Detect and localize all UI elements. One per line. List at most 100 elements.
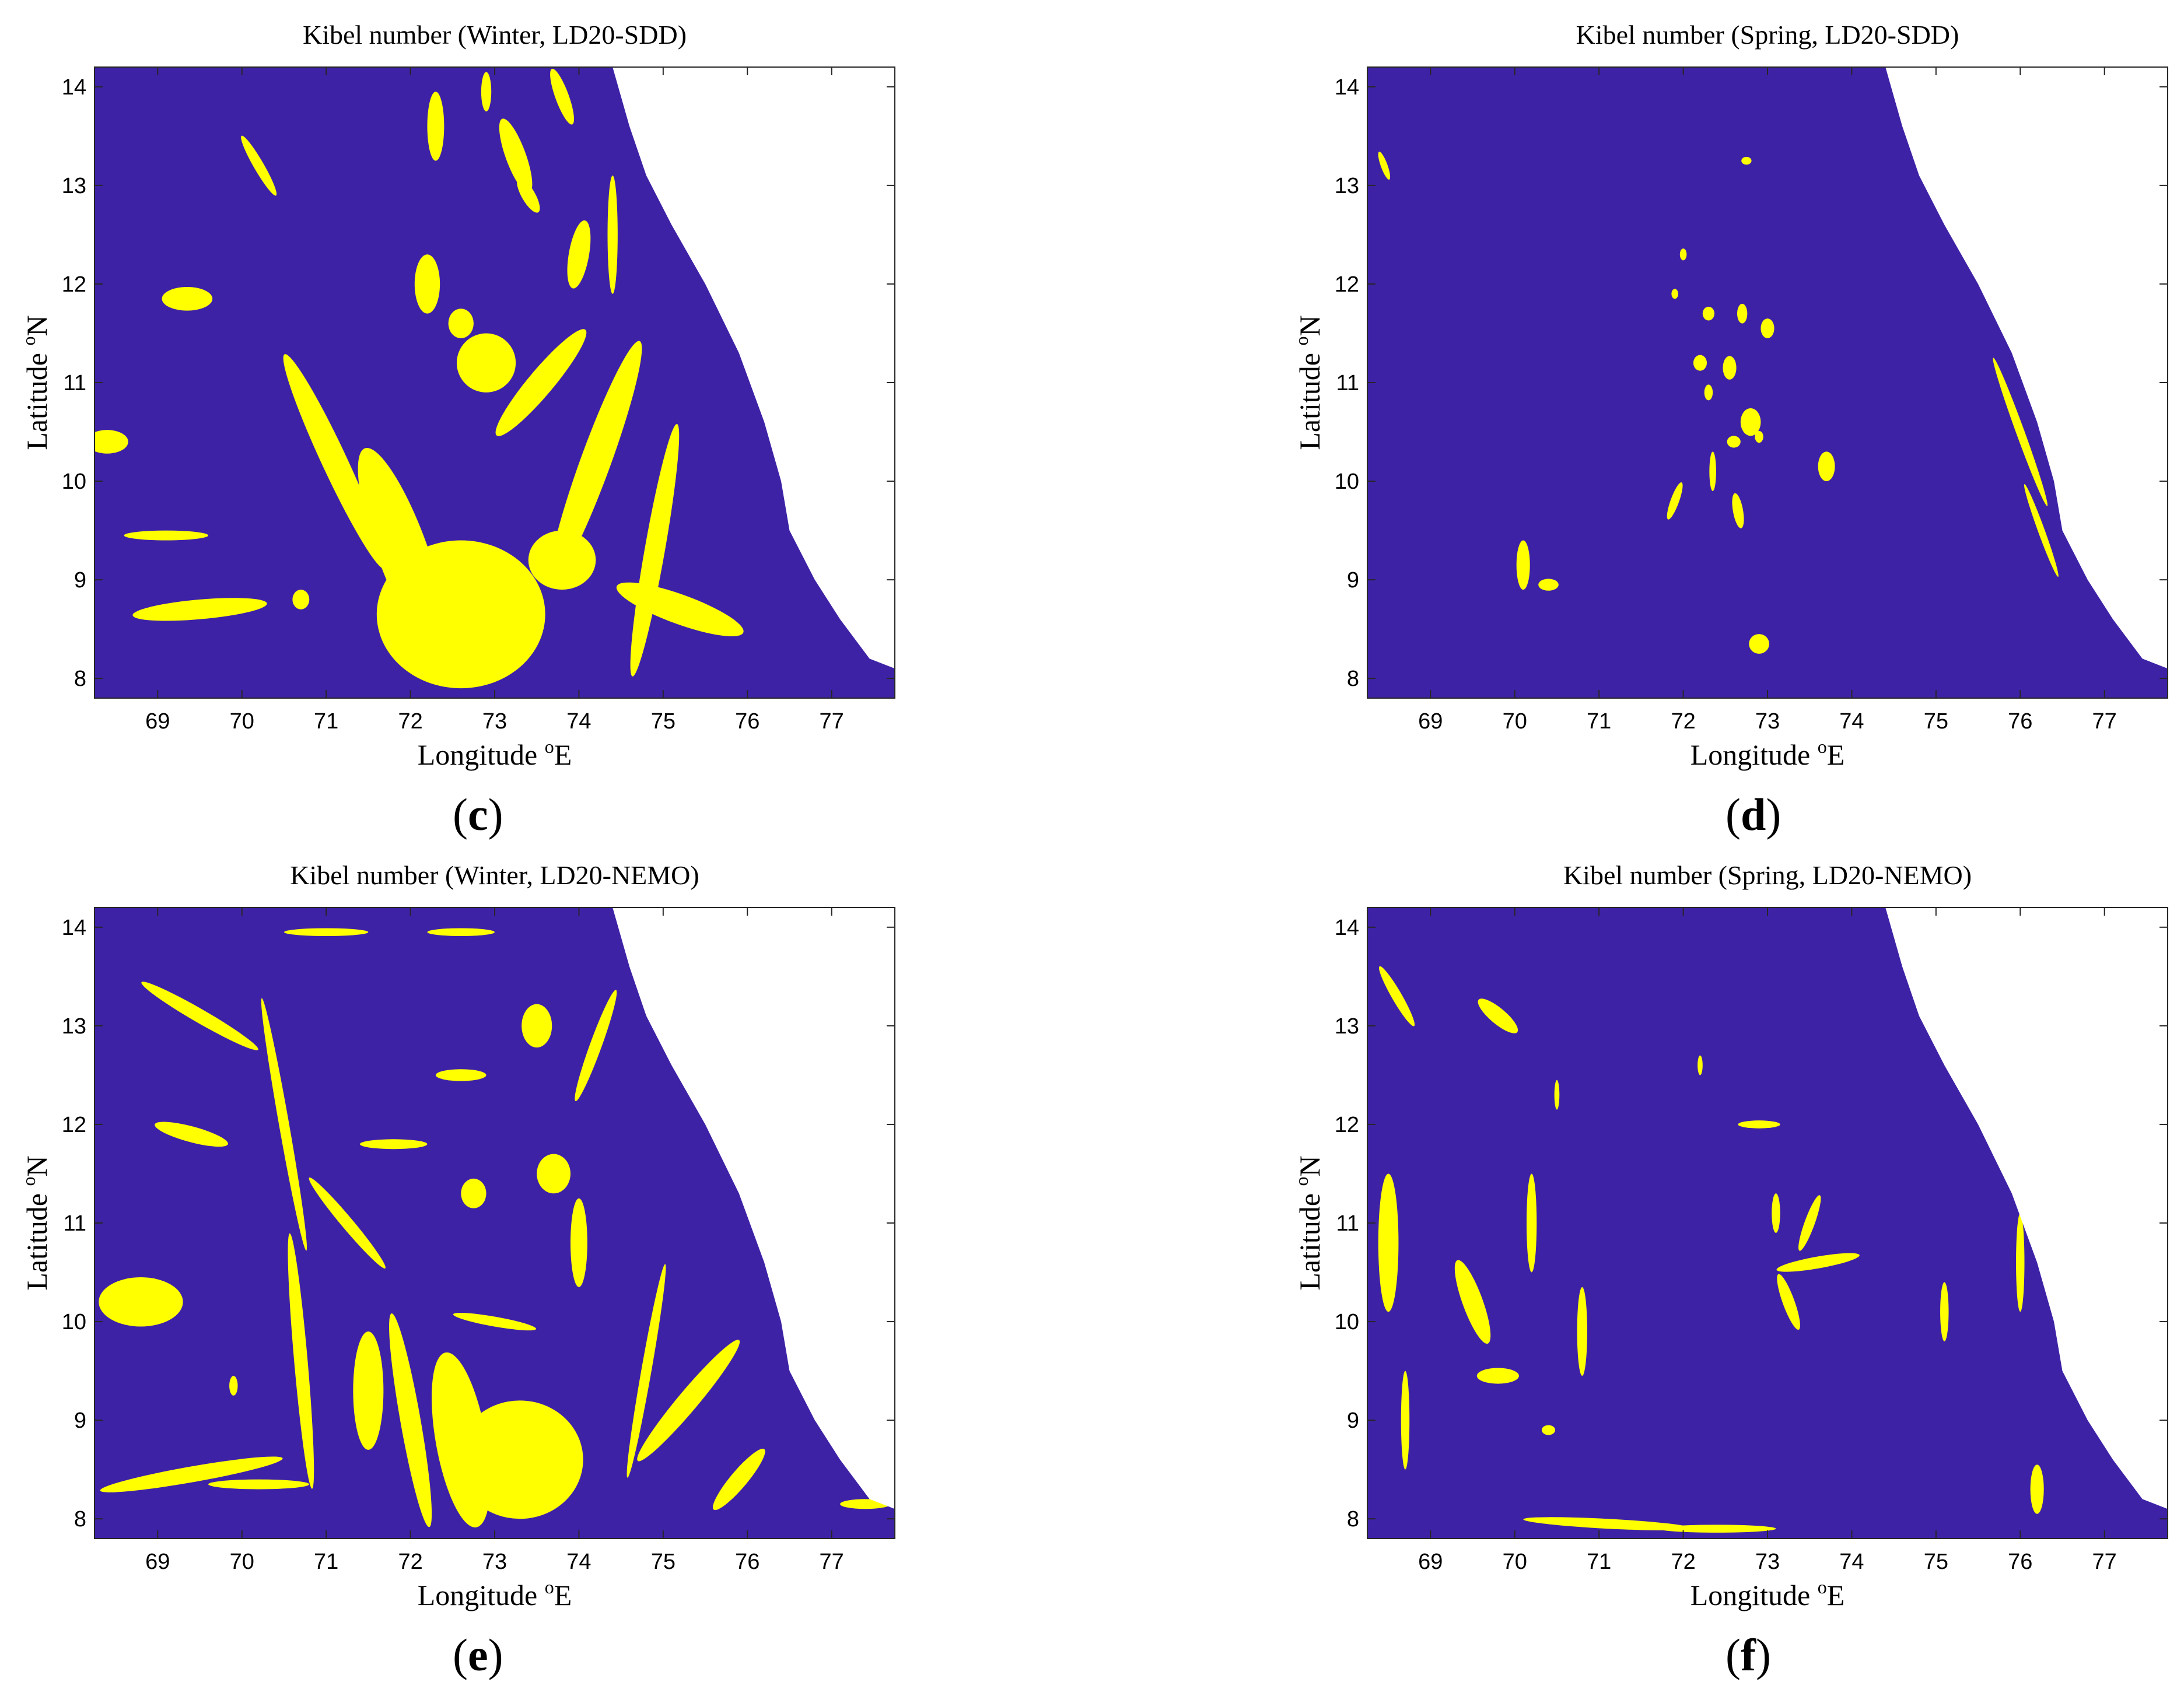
high-kibel-patch [537,1154,570,1194]
high-kibel-patch [626,1264,666,1478]
high-kibel-patch [1749,634,1769,654]
y-tick-label: 14 [62,75,86,100]
x-tick-label: 75 [651,1550,676,1574]
x-tick-label: 71 [314,1550,338,1574]
high-kibel-patch [284,928,369,937]
panel-label-d: (d) [1726,789,1782,840]
x-axis-label: Longitude oE [418,1576,572,1611]
high-kibel-patch [292,590,310,609]
high-kibel-patch [100,1456,283,1492]
high-kibel-patch [1658,1525,1776,1533]
x-tick-label: 73 [1755,1550,1780,1574]
land-mask [612,67,895,698]
high-kibel-patch [1723,356,1737,380]
high-kibel-patch [1738,1120,1780,1129]
x-tick-label: 77 [2092,709,2117,734]
x-tick-label: 69 [145,1550,170,1574]
y-tick-label: 11 [1336,1211,1359,1236]
high-kibel-patch [1727,436,1741,448]
high-kibel-patch [1777,1274,1800,1330]
high-kibel-patch [389,1313,432,1527]
high-kibel-patch [2024,484,2059,577]
high-kibel-patch [229,1376,238,1396]
y-axis-label: Latitude oN [18,315,53,450]
high-kibel-patch [124,530,208,541]
x-tick-label: 76 [2008,1550,2032,1574]
y-tick-label: 9 [74,1408,86,1433]
high-kibel-patch [435,1069,487,1081]
high-kibel-patch [427,928,495,937]
high-kibel-patch [517,177,540,213]
x-tick-label: 76 [2008,709,2032,734]
x-tick-label: 74 [566,1550,591,1574]
high-kibel-patch [1798,1195,1821,1251]
x-axis-label: Longitude oE [1690,736,1845,771]
y-tick-label: 12 [1335,1113,1359,1137]
y-tick-label: 9 [1347,1408,1359,1433]
y-tick-label: 14 [1335,916,1359,940]
high-kibel-patch [1401,1371,1410,1470]
high-kibel-patch [208,1479,310,1490]
y-axis-label: Latitude oN [18,1155,53,1290]
y-tick-label: 12 [62,1113,86,1137]
high-kibel-patch [99,1277,183,1327]
high-kibel-patch [162,287,213,311]
x-tick-label: 70 [1503,709,1527,734]
x-tick-label: 77 [820,1550,844,1574]
x-tick-label: 76 [735,709,760,734]
high-kibel-patch [1993,358,2048,506]
x-tick-label: 74 [566,709,591,734]
high-kibel-patch [414,254,440,314]
x-tick-label: 77 [2092,1550,2117,1574]
high-kibel-patch [522,1004,552,1048]
high-kibel-patch [1702,306,1715,321]
high-kibel-patch [241,135,277,196]
high-kibel-patch [1698,1055,1703,1075]
y-tick-label: 13 [62,1014,86,1039]
high-kibel-patch [1818,451,1835,482]
high-kibel-patch [1478,998,1518,1033]
high-kibel-patch [1760,318,1774,338]
x-tick-label: 73 [482,709,507,734]
high-kibel-patch [453,1313,537,1331]
high-kibel-regions [94,68,744,689]
high-kibel-patch [1554,1080,1560,1110]
x-tick-label: 72 [1671,709,1695,734]
high-kibel-patch [575,990,617,1102]
x-tick-label: 70 [230,709,254,734]
x-tick-label: 71 [1587,709,1611,734]
high-kibel-patch [712,1448,765,1511]
x-tick-label: 72 [398,1550,422,1574]
x-tick-label: 74 [1839,709,1864,734]
y-tick-label: 13 [1335,174,1359,198]
x-tick-label: 70 [230,1550,254,1574]
y-axis-label: Latitude oN [1291,315,1326,450]
high-kibel-patch [2016,1213,2025,1312]
y-tick-label: 10 [1335,469,1359,494]
high-kibel-patch [607,175,618,294]
y-tick-label: 9 [74,568,86,593]
panel-title: Kibel number (Spring, LD20-NEMO) [1563,860,1972,890]
high-kibel-patch [1476,1368,1519,1384]
x-tick-label: 75 [1924,1550,1948,1574]
high-kibel-patch [1776,1253,1860,1272]
y-tick-label: 10 [62,1310,86,1334]
chart-panel-d: 69 70 71 72 73 74 75 76 77 8 9 10 11 12 13 14 Kibel numb… [1291,20,2168,771]
high-kibel-patch [448,309,474,338]
high-kibel-patch [1526,1173,1537,1273]
panel-label-c: (c) [453,789,503,840]
high-kibel-patch [637,1340,740,1462]
high-kibel-patch [550,68,575,125]
high-kibel-patch [427,92,444,161]
high-kibel-patch [1741,156,1752,165]
high-kibel-patch [457,333,516,393]
x-tick-label: 73 [1755,709,1780,734]
chart-panel-f: 69 70 71 72 73 74 75 76 77 8 9 10 11 12 13 14 Kibel numb… [1291,860,2168,1611]
high-kibel-patch [283,354,386,569]
high-kibel-patch [1679,248,1687,261]
high-kibel-patch [1755,430,1763,443]
high-kibel-patch [1772,1193,1780,1233]
high-kibel-patch [141,982,258,1050]
x-tick-label: 71 [314,709,338,734]
